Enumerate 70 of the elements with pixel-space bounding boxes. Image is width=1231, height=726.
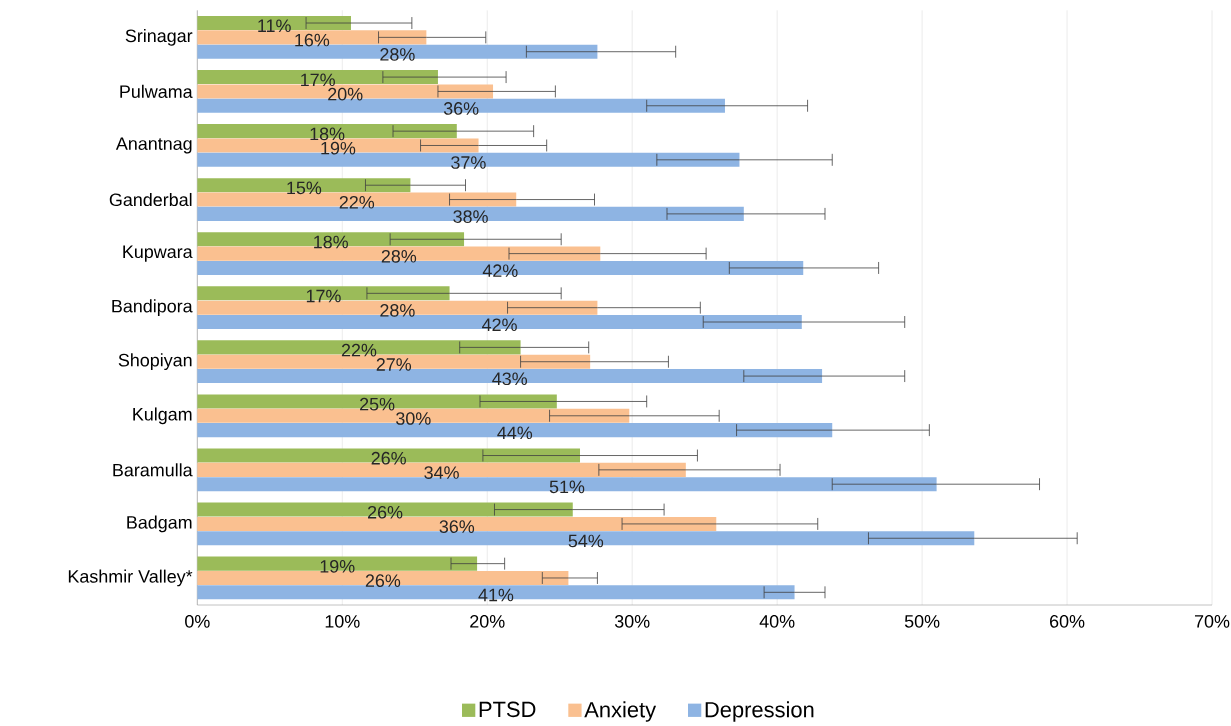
data-label: 36%	[443, 102, 479, 115]
bar	[197, 585, 795, 600]
data-label: 28%	[381, 249, 417, 263]
data-label: 11%	[258, 19, 291, 32]
data-label: 19%	[321, 141, 356, 155]
data-label: 15%	[287, 181, 322, 195]
data-label: 28%	[380, 48, 415, 61]
x-tick-label: 0%	[185, 615, 210, 628]
y-tick-label: Shopiyan	[118, 353, 192, 371]
bar	[197, 394, 557, 409]
y-tick-label: Ganderbal	[109, 192, 192, 207]
data-label: 27%	[376, 358, 412, 371]
data-label: 26%	[365, 574, 401, 588]
data-label: 25%	[360, 397, 395, 411]
data-label: 18%	[310, 127, 345, 141]
legend-label: Anxiety	[584, 701, 657, 722]
data-label: 17%	[301, 73, 335, 87]
y-tick-label: Baramulla	[113, 463, 193, 477]
legend-label: Depression	[705, 701, 814, 722]
y-tick-label: Kashmir Valley*	[68, 569, 193, 587]
bar	[197, 16, 351, 31]
bar	[197, 531, 975, 546]
data-label: 42%	[482, 264, 518, 277]
bar	[197, 232, 465, 247]
bar	[197, 448, 581, 463]
data-label: 26%	[368, 505, 403, 519]
y-tick-label: Pulwama	[120, 84, 193, 98]
data-label: 54%	[568, 534, 604, 548]
y-tick-label: Badgam	[127, 515, 192, 533]
data-label: 22%	[341, 343, 377, 357]
y-tick-label: Bandipora	[112, 299, 193, 317]
y-tick-label: Kupwara	[123, 245, 193, 262]
data-label: 41%	[478, 588, 514, 602]
data-label: 51%	[549, 480, 585, 494]
x-tick-label: 10%	[325, 615, 360, 628]
y-tick-label: Srinagar	[125, 29, 193, 46]
x-tick-label: 60%	[1050, 615, 1085, 628]
data-label: 18%	[314, 235, 348, 249]
data-label: 16%	[295, 33, 330, 47]
bar	[197, 340, 521, 355]
data-label: 30%	[396, 412, 431, 425]
data-label: 22%	[339, 195, 375, 209]
data-label: 38%	[453, 210, 488, 223]
data-label: 19%	[320, 560, 355, 573]
bar	[197, 423, 833, 438]
data-label: 34%	[424, 466, 459, 479]
y-tick-label: Kulgam	[133, 407, 192, 425]
legend-label: PTSD	[479, 701, 536, 718]
data-label: 17%	[306, 289, 341, 303]
data-label: 44%	[497, 426, 533, 440]
data-label: 20%	[328, 87, 363, 101]
data-label: 26%	[371, 451, 406, 465]
data-label: 37%	[451, 156, 486, 169]
bar	[197, 178, 411, 193]
bar	[197, 369, 823, 384]
bar	[197, 477, 937, 492]
data-label: 36%	[439, 520, 475, 533]
bar	[197, 502, 573, 517]
x-tick-label: 40%	[759, 615, 795, 628]
data-label: 28%	[380, 304, 415, 317]
data-label: 43%	[492, 372, 528, 386]
bar	[197, 30, 427, 45]
x-tick-label: 70%	[1194, 615, 1230, 628]
x-tick-label: 20%	[470, 615, 505, 628]
x-tick-label: 50%	[904, 615, 940, 628]
x-tick-label: 30%	[614, 615, 650, 628]
y-tick-label: Anantnag	[115, 137, 192, 154]
bar	[197, 286, 450, 301]
data-label: 42%	[482, 318, 517, 332]
bar	[197, 556, 478, 571]
